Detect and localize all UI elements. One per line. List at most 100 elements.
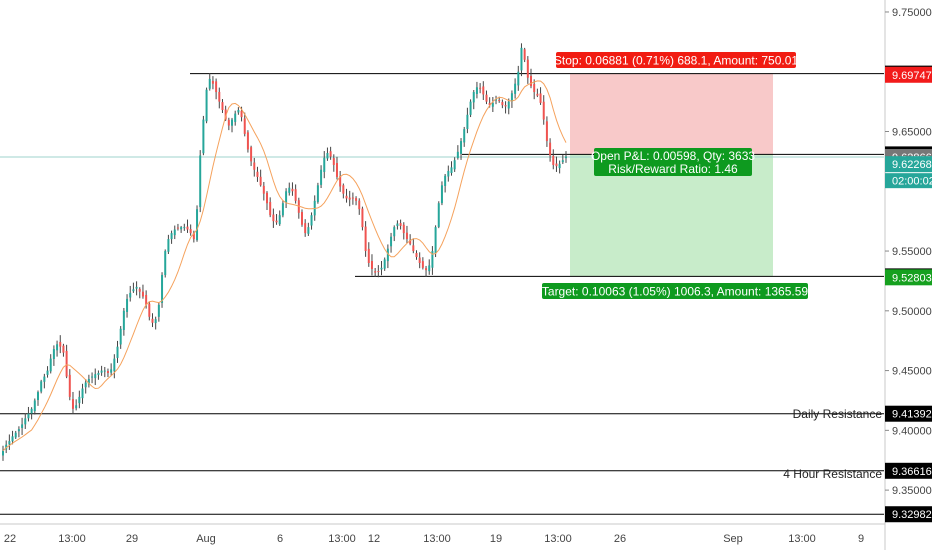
candle-body: [498, 100, 501, 102]
candle-body: [49, 358, 52, 372]
price-tag-label: 9.69747: [892, 70, 932, 82]
candle-body: [434, 227, 437, 254]
candle-body: [555, 163, 558, 167]
annotations: Stop: 0.06881 (0.71%) 688.1, Amount: 750…: [542, 52, 882, 481]
candle-body: [87, 378, 90, 385]
candle-body: [463, 129, 466, 143]
candle-body: [291, 188, 294, 192]
time-tick-label: 13:00: [544, 533, 572, 545]
price-axis: 9.75000 9.65000 9.55000 9.50000 9.45000 9.400…: [884, 0, 932, 550]
target-label: Target: 0.10063 (1.05%) 1006.3, Amount: …: [542, 285, 809, 299]
time-tick-label: 12: [368, 533, 380, 545]
candle-body: [192, 233, 195, 240]
candle-body: [183, 227, 186, 229]
candle-body: [253, 162, 256, 170]
candle-body: [94, 374, 97, 379]
countdown-label: 02:00:02: [892, 176, 932, 188]
candle-body: [75, 405, 78, 409]
candle-body: [196, 209, 199, 241]
candle-body: [11, 436, 14, 442]
candle-body: [418, 257, 421, 263]
candle-body: [523, 49, 526, 60]
time-tick-label: 13:00: [58, 533, 86, 545]
candle-body: [431, 251, 434, 268]
candle-body: [62, 345, 65, 353]
candle-body: [103, 370, 106, 372]
level-price-tag-label: 9.36616: [892, 466, 932, 478]
candle-body: [285, 191, 288, 203]
price-tick-label: 9.50000: [892, 306, 932, 318]
candle-body: [367, 248, 370, 263]
candle-body: [374, 271, 377, 273]
candle-body: [364, 226, 367, 252]
candle-body: [440, 185, 443, 204]
candle-body: [533, 84, 536, 93]
candle-body: [176, 227, 179, 229]
candle-body: [154, 319, 157, 324]
candle-body: [536, 93, 539, 96]
candle-body: [269, 201, 272, 216]
candle-body: [151, 318, 154, 323]
candle-body: [145, 294, 148, 305]
candle-body: [542, 101, 545, 120]
candle-body: [119, 328, 122, 345]
candle-body: [27, 413, 30, 419]
candle-body: [355, 198, 358, 201]
candle-body: [122, 310, 125, 330]
candle-body: [444, 175, 447, 186]
candle-body: [307, 227, 310, 234]
candle-body: [71, 399, 74, 409]
candle-body: [361, 208, 364, 228]
time-tick-label: 19: [490, 533, 502, 545]
price-tick-label: 9.40000: [892, 425, 932, 437]
candle-body: [259, 176, 262, 186]
candle-body: [393, 227, 396, 237]
candle-body: [116, 346, 119, 358]
level-price-tag: [885, 405, 932, 422]
candle-body: [208, 78, 211, 89]
candle-body: [304, 223, 307, 234]
time-tick-label: 13:00: [788, 533, 816, 545]
candle-body: [129, 292, 132, 298]
candle-body: [141, 291, 144, 297]
candle-body: [545, 121, 548, 142]
candle-body: [294, 189, 297, 201]
stop-label-box: [556, 52, 796, 68]
candle-body: [370, 261, 373, 269]
candle-body: [240, 110, 243, 118]
candle-body: [84, 382, 87, 388]
candle-body: [126, 298, 129, 312]
candle-body: [132, 289, 135, 292]
candle-body: [316, 185, 319, 202]
time-tick-label: 13:00: [328, 533, 356, 545]
time-tick-label: 13:00: [423, 533, 451, 545]
candle-body: [221, 102, 224, 110]
candle-body: [113, 358, 116, 372]
candle-body: [358, 200, 361, 210]
candle-body: [507, 101, 510, 109]
candle-body: [447, 170, 450, 177]
candle-body: [266, 192, 269, 204]
price-tag: [885, 156, 932, 173]
candle-body: [561, 160, 564, 163]
candle-body: [215, 81, 218, 93]
candle-body: [78, 396, 81, 404]
candle-body: [227, 119, 230, 126]
candle-body: [157, 304, 160, 317]
candle-body: [526, 59, 529, 78]
candle-body: [415, 253, 418, 258]
candle-body: [205, 89, 208, 122]
candle-body: [530, 75, 533, 87]
candle-body: [469, 101, 472, 115]
horizontal-lines: [0, 73, 884, 515]
candle-body: [211, 80, 214, 84]
candle-body: [81, 388, 84, 399]
four-hour-resistance-label: 4 Hour Resistance: [783, 467, 882, 481]
open-pl-label: Open P&L: 0.00598, Qty: 3633: [591, 149, 755, 163]
candle-body: [46, 370, 49, 375]
candle-body: [186, 226, 189, 230]
candle-body: [97, 372, 100, 375]
